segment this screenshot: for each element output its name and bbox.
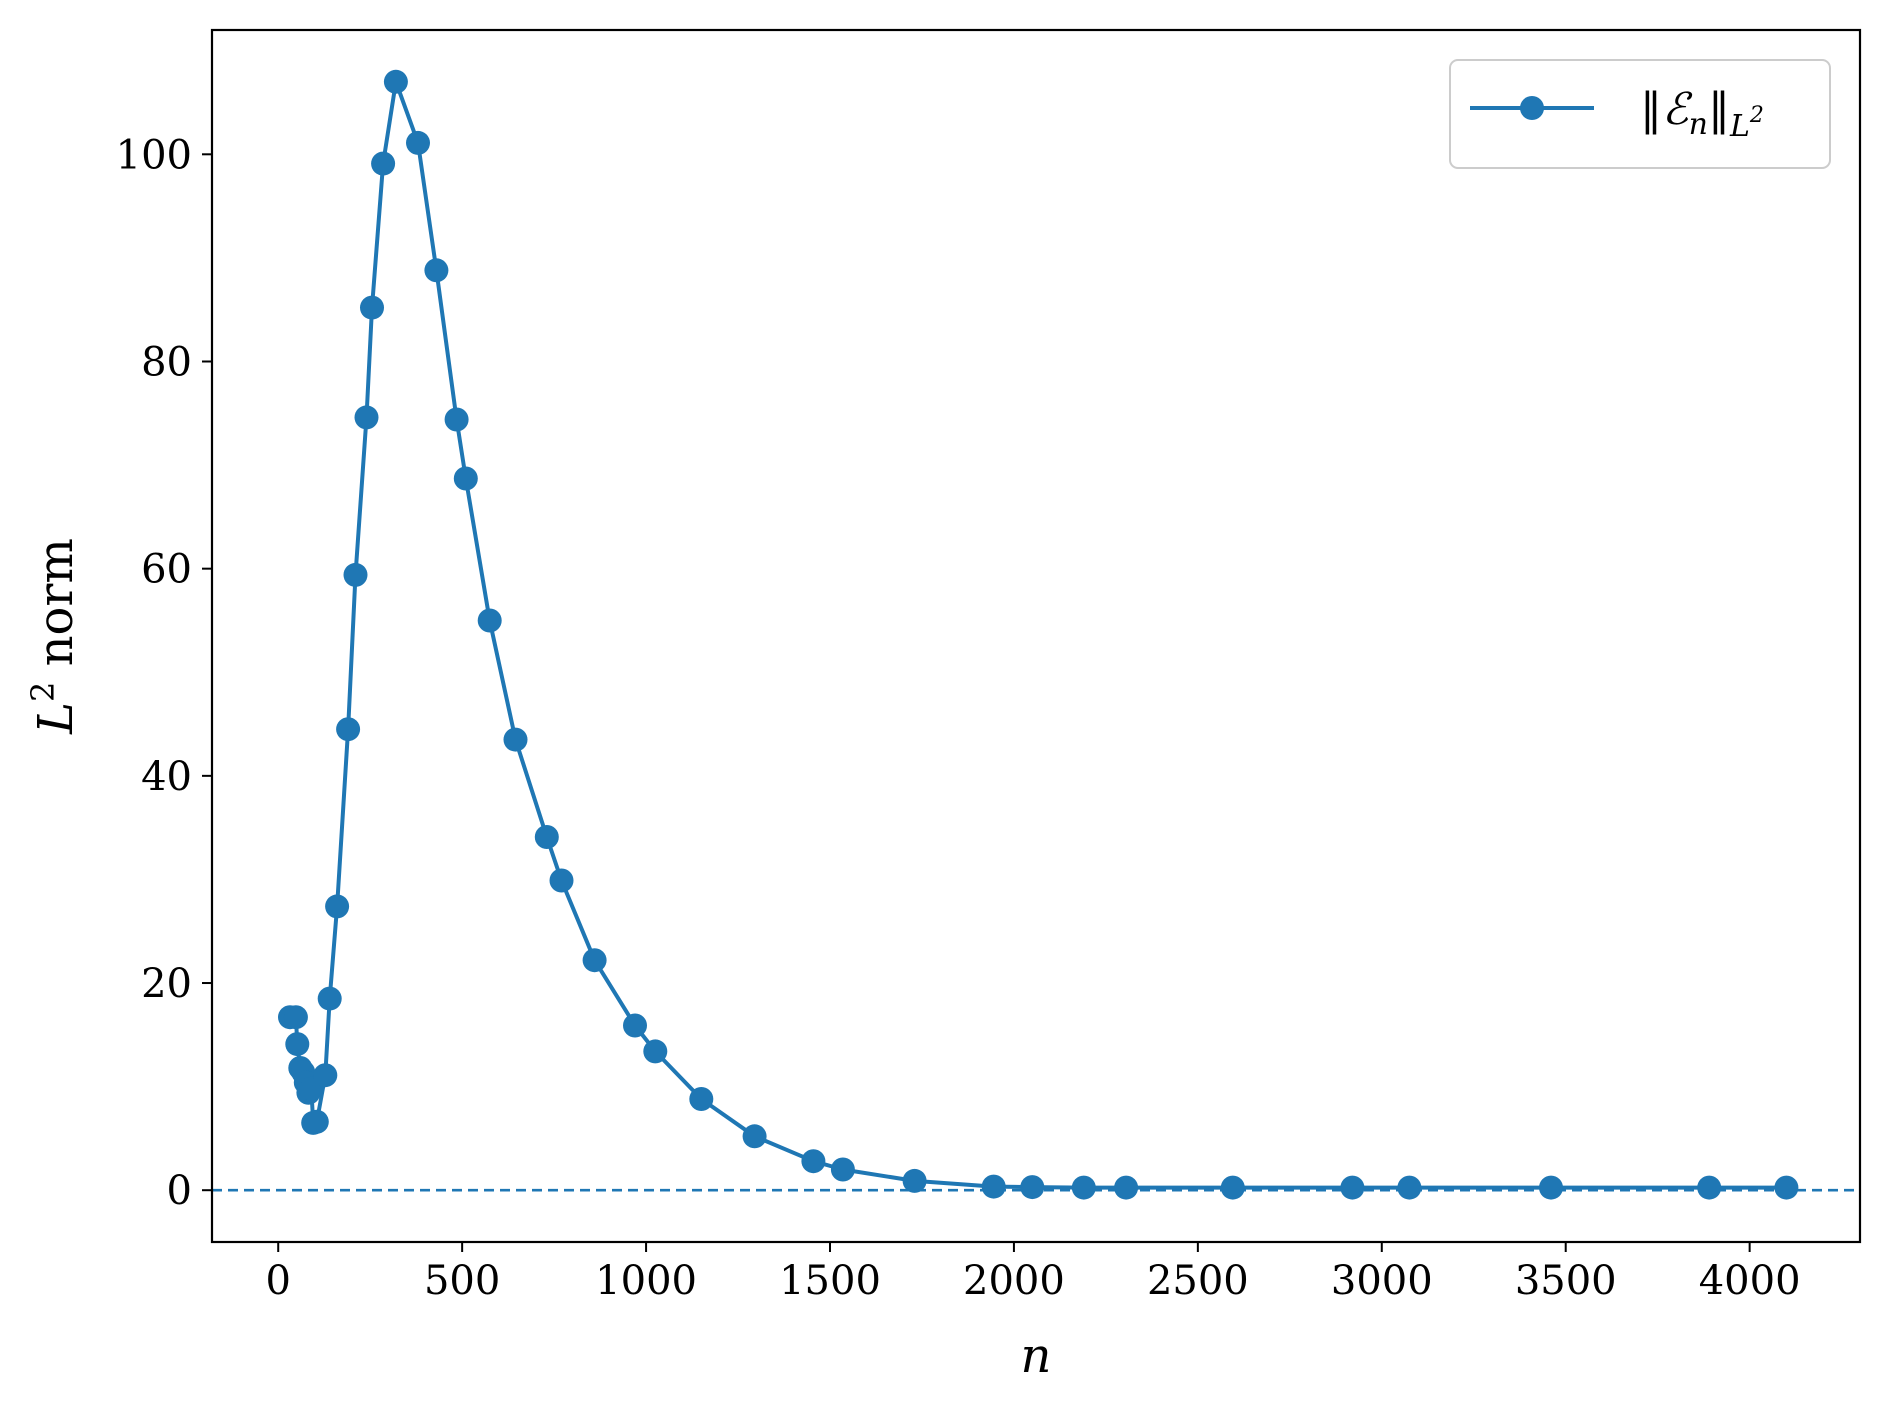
y-tick-label: 40 [141,754,192,800]
data-point [643,1039,668,1064]
y-tick-label: 100 [116,132,192,178]
data-point [503,727,528,752]
x-axis-label: n [1021,1328,1052,1384]
data-point [285,1032,310,1057]
data-point [343,562,368,587]
legend-label-norm: ‖ℰ [1640,84,1693,135]
data-point [325,894,350,919]
data-point [354,405,379,430]
y-tick-label: 0 [167,1168,192,1214]
data-point [1071,1175,1096,1200]
data-point [477,608,502,633]
data-point [336,717,361,742]
data-point [534,825,559,849]
data-point [406,130,430,155]
data-point [549,868,574,893]
y-tick-label: 20 [141,961,192,1007]
legend-label-subscript-L: L [1729,109,1750,144]
data-point [1220,1175,1245,1200]
y-tick-label: 60 [141,547,192,593]
y-axis-label: L2 norm [24,538,84,735]
data-point [444,407,469,432]
y-axis-ticks: 0 20 40 60 80 100 [116,132,212,1214]
data-point [1114,1175,1139,1200]
data-point [371,151,396,176]
legend-marker-swatch [1520,96,1544,120]
data-point [424,258,449,283]
x-tick-label: 2500 [1147,1258,1249,1304]
x-tick-label: 500 [424,1258,500,1304]
x-tick-label: 0 [265,1258,290,1304]
x-tick-label: 4000 [1699,1258,1801,1304]
data-point [360,295,384,320]
axes [210,28,1862,1244]
data-point [1340,1175,1365,1200]
data-point [304,1109,329,1134]
data-point [1539,1175,1563,1200]
data-point [902,1168,927,1193]
y-tick-label: 80 [141,339,192,385]
data-point [383,69,408,94]
legend-series-label: ‖ℰn‖L2 [1640,84,1764,144]
data-point [742,1124,767,1149]
y-axis-label-superscript: 2 [24,682,62,702]
x-tick-label: 1500 [779,1258,881,1304]
data-point [689,1087,714,1111]
data-point [1020,1175,1045,1200]
data-point [313,1063,338,1088]
legend-frame [1449,59,1831,169]
data-point [453,466,478,491]
data-point [317,986,342,1011]
data-point [801,1149,826,1174]
x-axis-ticks: 0 500 1000 1500 2000 2500 3000 3500 4000 [265,1242,1801,1304]
y-axis-label-main: L [28,702,84,735]
axes-frame [210,28,1862,1244]
y-axis-label-unit: norm [28,538,84,682]
data-point [981,1174,1006,1199]
x-tick-label: 3500 [1515,1258,1617,1304]
data-point [830,1157,855,1182]
legend-label-superscript-2: 2 [1749,103,1764,128]
legend: ‖ℰn‖L2 [1449,59,1831,169]
legend-label-norm-close: ‖ [1708,84,1730,135]
data-point [623,1013,647,1038]
x-tick-label: 3000 [1331,1258,1433,1304]
x-tick-label: 1000 [595,1258,697,1304]
data-point [1397,1175,1422,1200]
x-tick-label: 2000 [963,1258,1065,1304]
data-point [283,1005,308,1030]
data-point [582,948,607,973]
data-point [1774,1175,1799,1200]
data-point [1697,1175,1722,1200]
plot-area [212,69,1860,1200]
legend-label-subscript-n: n [1689,107,1708,142]
